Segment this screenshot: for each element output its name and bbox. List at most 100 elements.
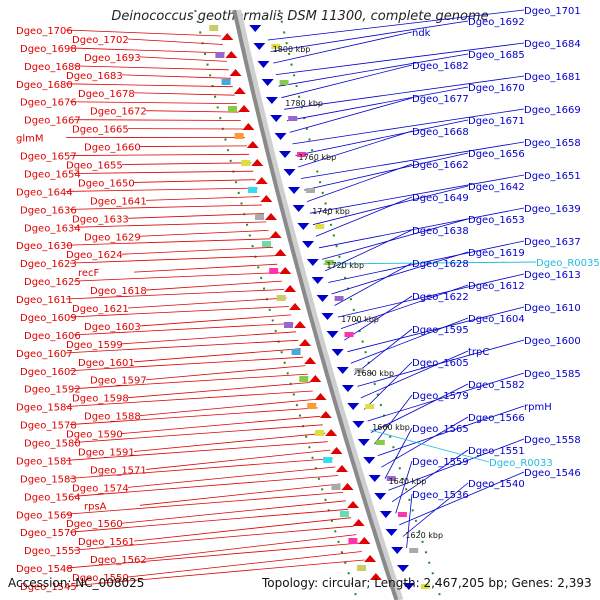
- left-gene-label: Dgeo_1553: [24, 546, 81, 557]
- left-gene-label: Dgeo_1693: [84, 53, 141, 64]
- right-gene-label: Dgeo_1559: [412, 457, 469, 468]
- label-leader-line: [69, 204, 262, 210]
- label-leader-line: [133, 348, 301, 363]
- label-leader-line: [127, 38, 224, 45]
- right-gene-label: rpmH: [524, 402, 552, 413]
- label-leader-line: [127, 297, 287, 309]
- forward-gene-arrow: [364, 555, 377, 562]
- left-gene-label: Dgeo_1641: [90, 196, 147, 207]
- right-gene-label: Dgeo_1656: [468, 149, 525, 160]
- feature-block: [276, 295, 286, 301]
- label-leader-line: [69, 306, 289, 318]
- label-leader-line: [377, 405, 525, 456]
- label-leader-line: [69, 559, 365, 587]
- label-leader-line: [73, 221, 267, 228]
- label-leader-line: [267, 9, 525, 41]
- forward-gene-arrow: [369, 573, 382, 580]
- forward-gene-arrow: [225, 51, 238, 58]
- label-leader-line: [331, 251, 469, 295]
- label-leader-line: [73, 525, 354, 551]
- right-gene-label: Dgeo_1595: [412, 325, 469, 336]
- label-leader-line: [344, 295, 413, 341]
- label-lines: [65, 9, 537, 587]
- left-gene-label: Dgeo_1672: [90, 107, 147, 118]
- label-leader-line: [139, 145, 248, 147]
- feature-block: [323, 457, 333, 463]
- label-leader-line: [139, 483, 341, 506]
- feature-block: [284, 322, 293, 328]
- right-gene-label: Dgeo_1612: [468, 281, 525, 292]
- feature-block: [306, 188, 315, 193]
- left-gene-label: Dgeo_1706: [16, 26, 73, 37]
- label-leader-line: [139, 230, 269, 237]
- reverse-gene-arrow: [288, 187, 301, 194]
- left-gene-label: Dgeo_1545: [20, 582, 77, 593]
- right-gene-label: Dgeo_1639: [524, 204, 581, 215]
- label-leader-line: [298, 130, 413, 168]
- label-leader-line: [270, 20, 469, 52]
- left-gene-label: Dgeo_1548: [16, 564, 73, 575]
- right-gene-label: ndk: [412, 28, 431, 39]
- right-gene-label: Dgeo_1637: [524, 237, 581, 248]
- forward-gene-arrow: [314, 393, 327, 400]
- forward-gene-arrow: [294, 321, 307, 328]
- forward-gene-arrow: [279, 267, 292, 274]
- label-leader-line: [65, 83, 233, 88]
- reverse-gene-arrow: [249, 25, 262, 32]
- left-gene-label: Dgeo_1592: [24, 385, 81, 396]
- reverse-gene-arrow: [283, 169, 296, 176]
- reverse-gene-arrow: [274, 133, 287, 140]
- label-leader-line: [65, 187, 258, 192]
- label-leader-line: [278, 53, 469, 87]
- right-gene-label: Dgeo_1649: [412, 193, 469, 204]
- left-gene-label: rpsA: [84, 501, 107, 512]
- label-leader-line: [145, 110, 239, 113]
- left-gene-label: Dgeo_1676: [20, 98, 77, 109]
- left-gene-label: Dgeo_1606: [24, 331, 81, 342]
- left-gene-label: Dgeo_1636: [20, 205, 77, 216]
- label-leader-line: [340, 284, 469, 329]
- right-gene-label: Dgeo_1610: [524, 303, 581, 314]
- forward-gene-arrow: [358, 537, 371, 544]
- reverse-gene-arrow: [347, 403, 360, 410]
- label-leader-line: [69, 458, 333, 479]
- backbone-group: [194, 9, 443, 600]
- feature-block: [339, 511, 349, 517]
- kbp-tick-label: 1800 kbp: [273, 45, 311, 54]
- outer-dotted-guide: [194, 9, 359, 600]
- feature-block: [354, 368, 364, 373]
- left-gene-label: Dgeo_1680: [16, 80, 73, 91]
- label-leader-line: [73, 170, 254, 174]
- feature-block: [315, 224, 325, 229]
- reverse-gene-arrow: [302, 241, 315, 248]
- forward-gene-arrow: [330, 447, 343, 454]
- label-leader-line: [65, 238, 271, 246]
- label-leader-line: [315, 196, 413, 237]
- rna-gene-label: Dgeo_R0033: [489, 458, 553, 469]
- kbp-tick-label: 1720 kbp: [326, 261, 364, 270]
- kbp-tick-label: 1780 kbp: [285, 99, 323, 108]
- right-gene-label: Dgeo_1701: [524, 6, 581, 17]
- label-leader-line: [318, 207, 525, 249]
- left-gene-label: Dgeo_1598: [72, 394, 129, 405]
- reverse-gene-arrow: [326, 331, 339, 338]
- feature-block: [386, 476, 396, 481]
- label-leader-line: [121, 162, 252, 165]
- label-leader-line: [388, 438, 525, 491]
- label-leader-line: [363, 361, 413, 410]
- forward-gene-arrow: [246, 141, 259, 148]
- label-leader-line: [139, 314, 292, 327]
- feature-block: [269, 268, 279, 274]
- label-leader-line: [328, 240, 525, 283]
- label-leader-line: [334, 262, 413, 306]
- forward-gene-arrow: [233, 87, 246, 94]
- left-gene-label: Dgeo_1698: [20, 44, 77, 55]
- label-leader-line: [73, 373, 308, 390]
- label-leader-line: [295, 119, 469, 156]
- left-gene-label: Dgeo_1618: [90, 286, 147, 297]
- right-gene-label: Dgeo_1669: [524, 105, 581, 116]
- left-gene-label: Dgeo_1667: [24, 116, 81, 127]
- feature-block: [365, 404, 375, 409]
- label-leader-line: [384, 427, 413, 479]
- label-leader-line: [139, 56, 227, 62]
